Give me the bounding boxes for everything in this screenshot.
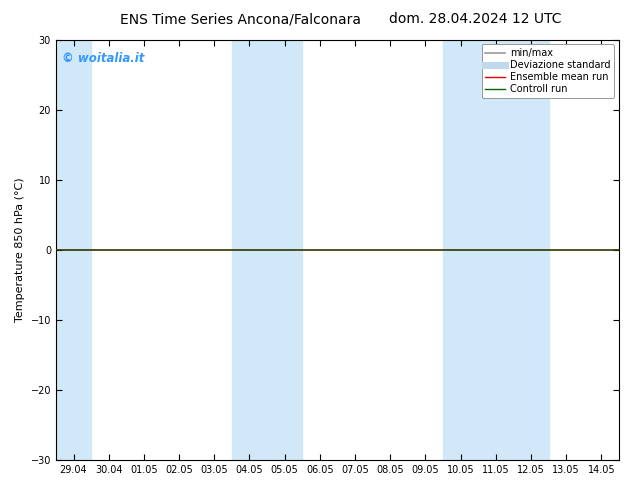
- Y-axis label: Temperature 850 hPa (°C): Temperature 850 hPa (°C): [15, 177, 25, 322]
- Text: dom. 28.04.2024 12 UTC: dom. 28.04.2024 12 UTC: [389, 12, 562, 26]
- Bar: [232, 40, 302, 460]
- Text: ENS Time Series Ancona/Falconara: ENS Time Series Ancona/Falconara: [120, 12, 361, 26]
- Legend: min/max, Deviazione standard, Ensemble mean run, Controll run: min/max, Deviazione standard, Ensemble m…: [482, 45, 614, 98]
- Text: © woitalia.it: © woitalia.it: [61, 52, 144, 65]
- Bar: [443, 40, 548, 460]
- Bar: [56, 40, 91, 460]
